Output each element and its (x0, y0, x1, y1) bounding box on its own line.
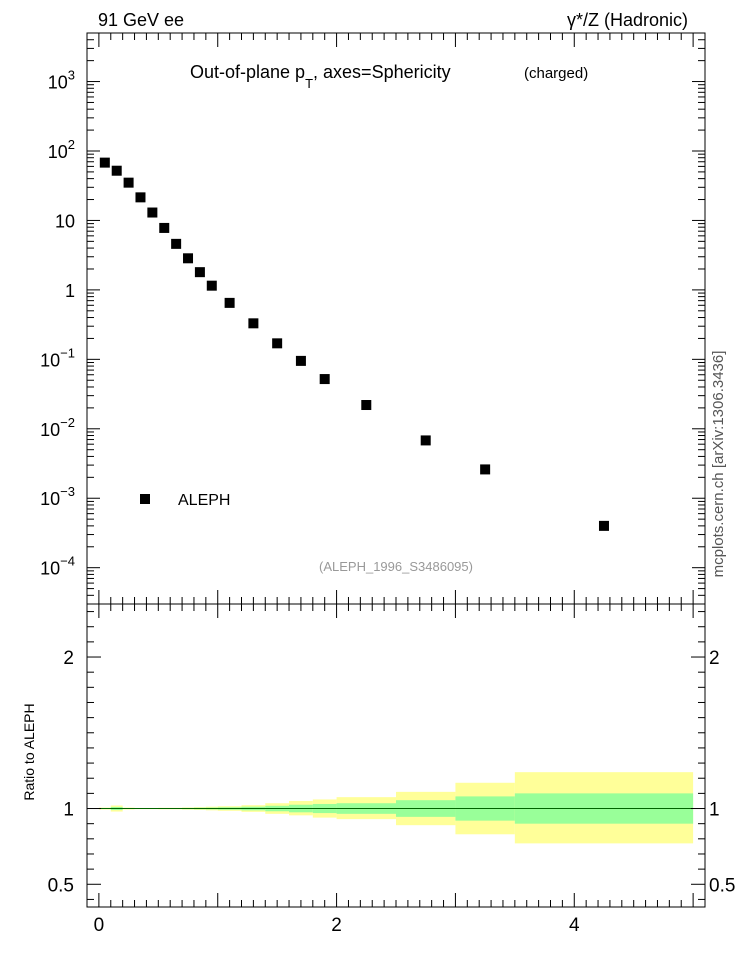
data-point (480, 464, 491, 475)
ratio-frame (86, 603, 706, 908)
main-y-tick-label: 10 (55, 211, 75, 231)
ratio-x-ticks: 0 2 4 (94, 604, 694, 936)
data-point (295, 355, 306, 366)
ratio-y-tick-label-right: 2 (709, 648, 720, 669)
header-left: 91 GeV ee (98, 10, 184, 30)
data-point (206, 280, 217, 291)
data-point (194, 267, 205, 278)
ratio-y-tick-label: 1 (63, 800, 74, 821)
ratio-y-label: Ratio to ALEPH (21, 703, 37, 800)
plot-title-rest: , axes=Sphericity (313, 62, 451, 82)
data-point (171, 238, 182, 249)
data-point (135, 192, 146, 203)
main-x-ticks (98, 33, 694, 604)
legend-marker (140, 494, 150, 504)
ratio-y-ticks: 0.5 0.5 1 1 2 2 (48, 611, 735, 900)
ratio-bands (98, 772, 694, 844)
plot-title-main: Out-of-plane p (190, 62, 305, 82)
side-label: mcplots.cern.ch [arXiv:1306.3436] (710, 351, 727, 578)
data-point (598, 520, 609, 531)
main-y-tick-label: 10−3 (40, 484, 75, 509)
main-y-ticks: 10−4 10−3 10−2 10−1 1 10 102 103 (40, 32, 705, 605)
main-y-tick-label: 10−2 (40, 415, 75, 440)
data-point (248, 318, 259, 329)
ratio-y-tick-label-right: 1 (709, 800, 720, 821)
data-point (111, 165, 122, 176)
data-point (224, 297, 235, 308)
ratio-x-tick-label: 2 (331, 915, 342, 936)
data-point (123, 177, 134, 188)
main-frame (86, 32, 706, 605)
main-y-tick-label: 103 (48, 68, 75, 93)
data-point (361, 400, 372, 411)
data-point (319, 374, 330, 385)
analysis-id: (ALEPH_1996_S3486095) (319, 559, 473, 574)
main-y-tick-label: 102 (48, 137, 75, 162)
main-markers (99, 157, 609, 531)
data-point (159, 222, 170, 233)
plot-title: Out-of-plane pT, axes=Sphericity (190, 62, 451, 91)
ratio-x-tick-label: 4 (569, 915, 580, 936)
data-point (147, 207, 158, 218)
legend-label: ALEPH (178, 492, 230, 509)
main-y-tick-label: 10−1 (40, 345, 75, 370)
ratio-x-tick-label: 0 (94, 915, 105, 936)
data-point (272, 338, 283, 349)
ratio-y-tick-label: 0.5 (48, 875, 74, 896)
ratio-y-tick-label-right: 0.5 (709, 875, 735, 896)
data-point (420, 435, 431, 446)
ratio-y-tick-label: 2 (63, 648, 74, 669)
data-point (183, 253, 194, 264)
plot-title-sub: T (305, 76, 313, 91)
header-right: γ*/Z (Hadronic) (567, 10, 688, 30)
data-point (99, 157, 110, 168)
main-y-tick-label: 10−4 (40, 554, 75, 579)
main-y-tick-label: 1 (65, 281, 75, 301)
plot-title-tag: (charged) (524, 65, 588, 82)
